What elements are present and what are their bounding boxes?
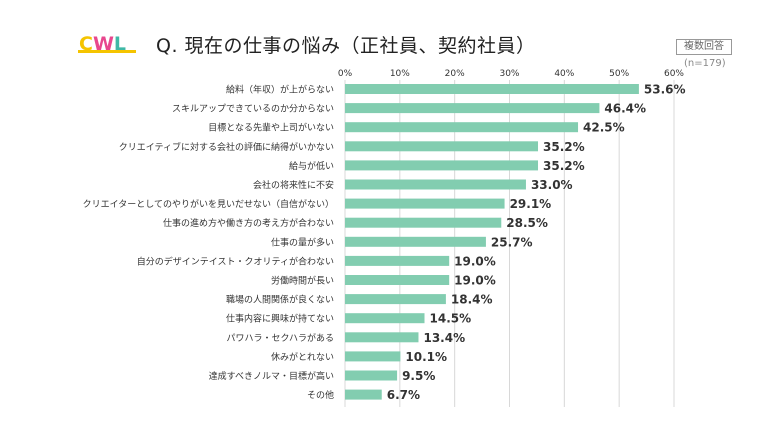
bar bbox=[345, 332, 419, 343]
category-label: パワハラ・セクハラがある bbox=[227, 332, 334, 344]
data-label: 33.0% bbox=[531, 178, 573, 192]
category-label: 目標となる先輩や上司がいない bbox=[208, 122, 334, 134]
category-label: 仕事の進め方や働き方の考え方が合わない bbox=[163, 217, 334, 229]
data-label: 28.5% bbox=[506, 216, 548, 230]
data-label: 35.2% bbox=[543, 159, 585, 173]
bar bbox=[345, 141, 539, 152]
category-label: クリエイターとしてのやりがいを見いだせない（自信がない） bbox=[83, 198, 334, 210]
category-label: 仕事内容に興味が持てない bbox=[226, 313, 334, 325]
bar bbox=[345, 179, 526, 190]
category-label: 休みがとれない bbox=[271, 351, 334, 363]
bar bbox=[345, 351, 401, 362]
bar bbox=[345, 389, 382, 400]
bar bbox=[345, 294, 446, 305]
x-tick-label: 40% bbox=[554, 69, 574, 79]
x-tick-label: 60% bbox=[664, 69, 684, 79]
data-label: 6.7% bbox=[387, 388, 420, 402]
logo-underline bbox=[78, 50, 136, 53]
category-label: 会社の将来性に不安 bbox=[253, 179, 334, 191]
data-label: 18.4% bbox=[451, 293, 493, 307]
data-label: 9.5% bbox=[402, 369, 435, 383]
bar bbox=[345, 84, 639, 94]
bar bbox=[345, 198, 505, 209]
data-label: 19.0% bbox=[454, 274, 496, 288]
data-label: 14.5% bbox=[430, 312, 472, 326]
category-label: 給与が低い bbox=[289, 160, 334, 172]
category-label: 自分のデザインテイスト・クオリティが合わない bbox=[137, 255, 334, 267]
category-label: スキルアップできているのか分からない bbox=[172, 104, 334, 115]
category-label: 達成すべきノルマ・目標が高い bbox=[209, 370, 334, 382]
logo-text: CWL bbox=[79, 33, 126, 55]
bar bbox=[345, 236, 486, 247]
bar bbox=[345, 122, 579, 133]
category-label: 仕事の量が多い bbox=[271, 236, 334, 248]
bar bbox=[345, 370, 398, 381]
bar bbox=[345, 160, 539, 171]
bar bbox=[345, 217, 502, 228]
category-label: 労働時間が長い bbox=[271, 275, 334, 287]
category-label: クリエイティブに対する会社の評価に納得がいかない bbox=[119, 141, 334, 153]
x-tick-label: 30% bbox=[499, 69, 519, 79]
data-label: 19.0% bbox=[454, 254, 496, 268]
category-label: その他 bbox=[307, 389, 334, 401]
data-label: 53.6% bbox=[644, 83, 686, 97]
bar bbox=[345, 313, 425, 324]
bar bbox=[345, 275, 450, 285]
bar bbox=[345, 255, 450, 266]
category-label: 職場の人間関係が良くない bbox=[226, 294, 334, 306]
cwl-logo: CWL bbox=[78, 33, 136, 55]
data-label: 10.1% bbox=[405, 350, 447, 364]
multi-answer-badge: 複数回答 bbox=[676, 39, 732, 55]
bar bbox=[345, 103, 600, 114]
page-title: Q. 現在の仕事の悩み（正社員、契約社員） bbox=[156, 35, 536, 57]
category-label: 給料（年収）が上がらない bbox=[226, 84, 334, 96]
x-tick-label: 10% bbox=[390, 69, 410, 79]
sample-size: (n=179) bbox=[684, 58, 726, 69]
x-tick-label: 50% bbox=[609, 69, 629, 79]
data-label: 25.7% bbox=[491, 235, 533, 249]
x-tick-label: 0% bbox=[338, 69, 353, 79]
data-label: 13.4% bbox=[423, 331, 465, 345]
x-tick-label: 20% bbox=[445, 69, 465, 79]
data-label: 35.2% bbox=[543, 140, 585, 154]
data-label: 46.4% bbox=[604, 102, 646, 116]
data-label: 29.1% bbox=[510, 197, 552, 211]
data-label: 42.5% bbox=[583, 121, 625, 135]
